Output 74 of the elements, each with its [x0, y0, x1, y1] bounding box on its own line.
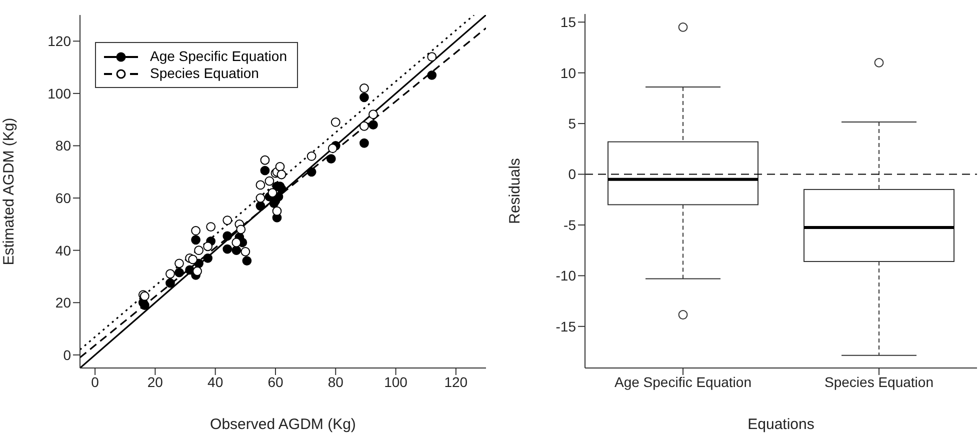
point: [360, 92, 369, 102]
point: [368, 110, 378, 120]
point: [330, 118, 340, 127]
y-tick-label: 40: [55, 242, 72, 258]
x-axis-title: Equations: [748, 416, 814, 433]
point: [276, 184, 286, 194]
x-tick-label: 100: [384, 374, 408, 390]
point: [206, 222, 216, 232]
point: [268, 188, 278, 198]
point: [232, 246, 242, 256]
y-tick-label: 0: [63, 346, 72, 363]
point: [192, 266, 202, 276]
y-tick-label: -10: [556, 268, 576, 284]
point: [222, 216, 232, 225]
point: [256, 193, 266, 203]
point: [242, 256, 252, 266]
x-tick-label: 80: [328, 374, 344, 390]
y-axis-title: Residuals: [506, 158, 524, 224]
x-tick-label: Species Equation: [824, 374, 934, 390]
y-tick-label: 20: [55, 294, 72, 311]
point: [166, 269, 175, 279]
point: [222, 231, 232, 241]
point: [236, 224, 246, 234]
x-tick-label: 60: [268, 374, 284, 390]
y-tick-label: 100: [48, 85, 72, 102]
point: [140, 300, 150, 310]
point: [360, 121, 369, 131]
point: [368, 120, 378, 130]
point: [203, 242, 213, 252]
y-tick-label: 15: [560, 14, 576, 30]
y-tick-label: 0: [568, 166, 576, 182]
point: [272, 206, 282, 216]
point: [427, 52, 437, 62]
y-tick-label: -15: [556, 318, 576, 334]
point: [427, 70, 437, 80]
point: [360, 84, 369, 93]
point: [256, 180, 266, 190]
point: [276, 170, 286, 180]
y-tick-label: 60: [55, 190, 72, 206]
point: [174, 258, 184, 268]
point: [260, 155, 270, 165]
point: [191, 226, 200, 236]
x-tick-label: Age Specific Equation: [614, 374, 752, 390]
x-tick-label: 20: [147, 374, 164, 390]
point: [260, 166, 270, 176]
y-axis-title: Estimated AGDM (Kg): [0, 118, 18, 266]
point: [174, 268, 184, 278]
point: [264, 176, 274, 186]
point: [256, 201, 266, 211]
y-tick-label: 80: [55, 138, 72, 154]
point: [188, 254, 198, 264]
point: [166, 278, 175, 288]
point: [328, 144, 338, 154]
x-tick-label: 120: [444, 374, 468, 390]
point: [360, 138, 369, 148]
point: [240, 246, 250, 256]
point: [275, 162, 285, 172]
x-tick-label: 0: [91, 374, 100, 390]
point: [306, 167, 316, 177]
point: [326, 154, 336, 164]
y-tick-label: -5: [564, 216, 576, 233]
y-tick-label: 5: [568, 116, 576, 132]
point: [191, 235, 200, 245]
x-tick-label: 40: [208, 374, 224, 390]
legend-label: Species Equation: [150, 65, 259, 82]
x-axis-title: Observed AGDM (Kg): [210, 416, 356, 433]
legend-label: Age Specific Equation: [150, 48, 287, 65]
y-tick-label: 120: [48, 33, 72, 50]
y-tick-label: 10: [560, 64, 576, 81]
point: [306, 152, 316, 161]
point: [194, 246, 204, 256]
point: [222, 244, 232, 254]
point: [232, 238, 242, 248]
point: [203, 253, 213, 263]
